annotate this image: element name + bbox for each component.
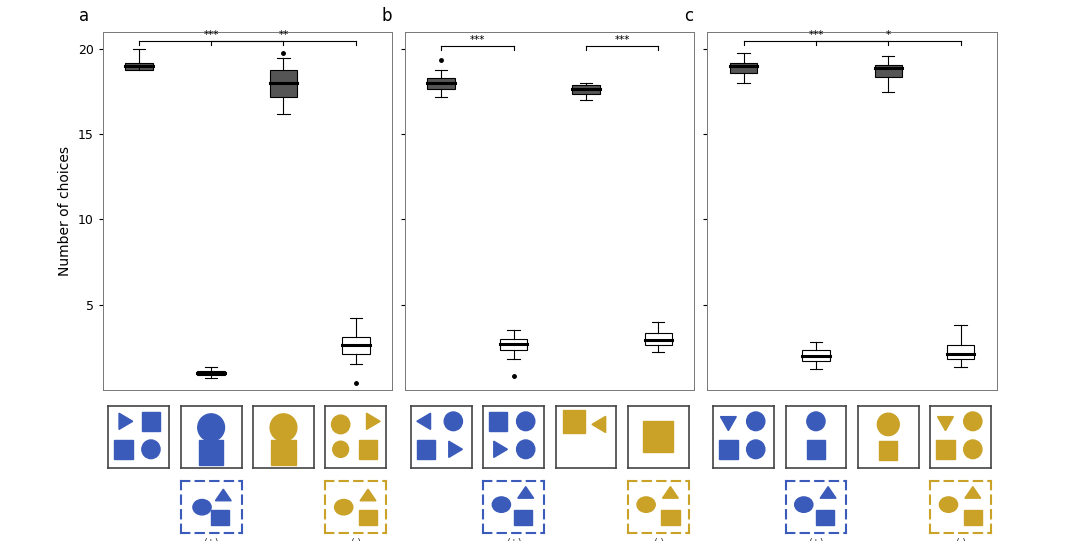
Bar: [947, 345, 974, 359]
Bar: [212, 510, 229, 525]
Bar: [643, 421, 674, 452]
Polygon shape: [449, 441, 462, 458]
Polygon shape: [517, 487, 534, 498]
Circle shape: [795, 497, 813, 512]
Text: (+): (+): [505, 537, 522, 541]
Polygon shape: [937, 417, 954, 431]
Bar: [875, 65, 902, 77]
Bar: [645, 333, 672, 345]
Bar: [489, 412, 508, 431]
Text: (+): (+): [203, 537, 219, 541]
Polygon shape: [360, 489, 376, 501]
Polygon shape: [494, 441, 508, 458]
Bar: [417, 440, 435, 459]
Bar: [661, 510, 679, 525]
Text: ***: ***: [808, 30, 824, 40]
Circle shape: [270, 414, 297, 441]
Circle shape: [492, 497, 511, 512]
Polygon shape: [662, 487, 678, 498]
Text: (+): (+): [808, 537, 824, 541]
Bar: [141, 412, 160, 431]
Circle shape: [193, 499, 212, 515]
Text: b: b: [382, 8, 392, 25]
Circle shape: [746, 440, 765, 459]
Circle shape: [807, 412, 825, 431]
Y-axis label: Number of choices: Number of choices: [58, 146, 72, 276]
Circle shape: [963, 412, 982, 431]
Circle shape: [444, 412, 462, 431]
Polygon shape: [592, 416, 606, 433]
Circle shape: [940, 497, 958, 512]
Circle shape: [332, 415, 350, 434]
Bar: [963, 510, 982, 525]
Text: **: **: [279, 30, 288, 40]
Circle shape: [516, 412, 535, 431]
Bar: [936, 440, 955, 459]
Bar: [342, 337, 369, 354]
Circle shape: [963, 440, 982, 459]
Text: ***: ***: [615, 35, 630, 45]
Circle shape: [141, 440, 160, 459]
Bar: [270, 70, 297, 97]
Circle shape: [198, 414, 225, 441]
Bar: [730, 63, 757, 73]
Bar: [563, 410, 584, 432]
Polygon shape: [720, 417, 737, 431]
Bar: [198, 371, 225, 375]
Circle shape: [335, 499, 353, 515]
Text: *: *: [886, 30, 891, 40]
Bar: [500, 339, 527, 351]
Bar: [719, 440, 738, 459]
Circle shape: [516, 440, 535, 459]
Circle shape: [637, 497, 656, 512]
Bar: [271, 440, 296, 465]
Circle shape: [746, 412, 765, 431]
Text: ***: ***: [203, 30, 219, 40]
Text: (-): (-): [652, 537, 664, 541]
Circle shape: [877, 413, 900, 436]
Bar: [359, 510, 377, 525]
Bar: [514, 510, 531, 525]
Polygon shape: [417, 413, 431, 430]
Bar: [359, 440, 377, 459]
Text: (-): (-): [350, 537, 362, 541]
Bar: [807, 440, 825, 459]
Polygon shape: [964, 487, 981, 498]
Bar: [428, 78, 455, 89]
Bar: [199, 440, 224, 465]
Text: a: a: [80, 8, 90, 25]
Circle shape: [333, 441, 349, 457]
Bar: [125, 63, 152, 70]
Bar: [802, 351, 829, 361]
Bar: [879, 441, 897, 460]
Text: c: c: [685, 8, 693, 25]
Polygon shape: [119, 413, 133, 430]
Bar: [816, 510, 834, 525]
Text: (-): (-): [955, 537, 967, 541]
Text: ***: ***: [470, 35, 485, 45]
Bar: [114, 440, 133, 459]
Polygon shape: [215, 489, 231, 501]
Bar: [572, 85, 599, 94]
Polygon shape: [366, 413, 380, 430]
Polygon shape: [820, 487, 836, 498]
